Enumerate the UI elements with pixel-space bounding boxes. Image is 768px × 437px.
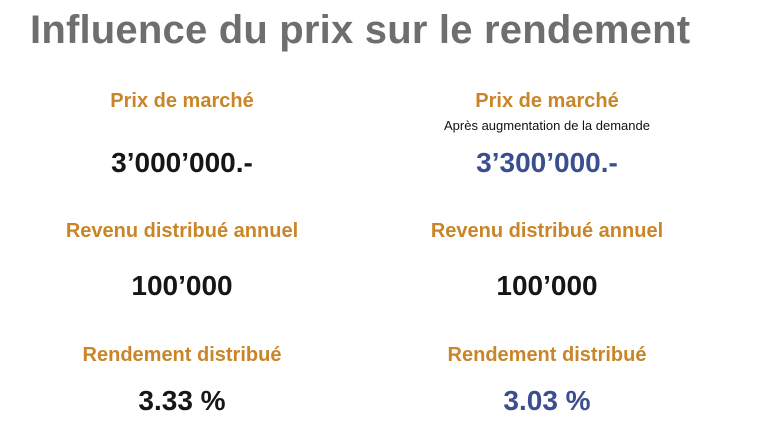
market-price-label: Prix de marché: [110, 90, 254, 112]
market-price-value: 3’300’000.-: [476, 147, 618, 178]
slide-title: Influence du prix sur le rendement: [30, 8, 691, 52]
distributed-yield-value: 3.33 %: [138, 385, 226, 416]
market-price-sublabel: Après augmentation de la demande: [444, 118, 650, 133]
scenario-after-column: Prix de marché Après augmentation de la …: [357, 0, 737, 437]
annual-income-label: Revenu distribué annuel: [65, 220, 299, 242]
distributed-yield-value: 3.03 %: [503, 385, 591, 416]
market-price-label: Prix de marché: [475, 90, 619, 112]
annual-income-value: 100’000: [496, 270, 598, 301]
annual-income-label: Revenu distribué annuel: [430, 220, 664, 242]
annual-income-value: 100’000: [131, 270, 233, 301]
distributed-yield-label: Rendement distribué: [447, 344, 647, 366]
distributed-yield-label: Rendement distribué: [82, 344, 282, 366]
scenario-before-column: Prix de marché 3’000’000.- Revenu distri…: [0, 0, 372, 437]
market-price-value: 3’000’000.-: [111, 147, 253, 178]
